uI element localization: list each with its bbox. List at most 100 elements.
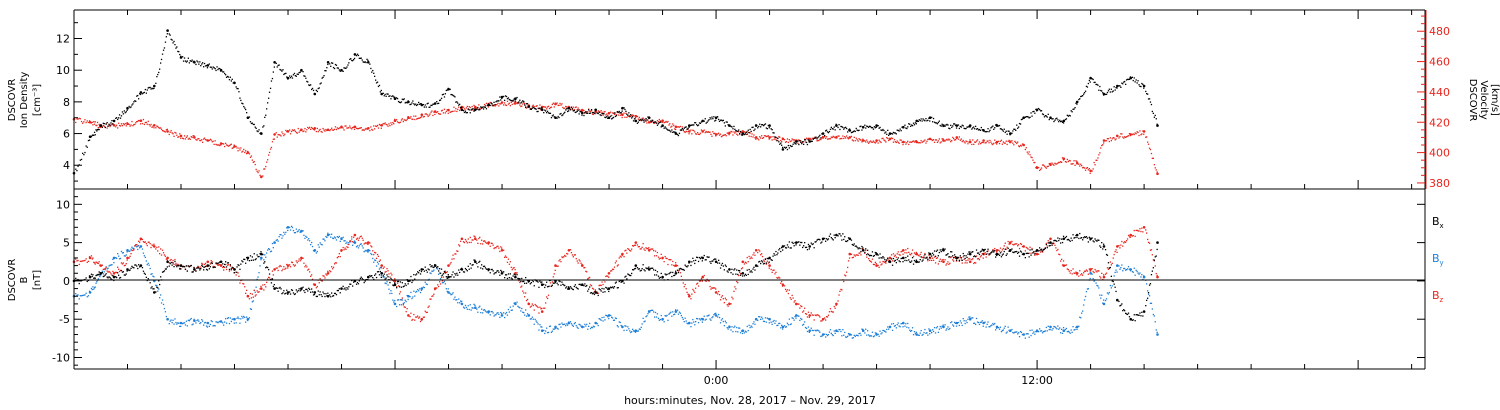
data-point — [174, 318, 176, 320]
data-point — [747, 129, 749, 131]
data-point — [1020, 243, 1023, 245]
data-point — [90, 136, 93, 138]
data-point — [150, 273, 152, 275]
data-point — [892, 141, 895, 143]
data-point — [493, 104, 495, 106]
data-point — [257, 130, 259, 133]
data-point — [363, 243, 365, 245]
data-point — [243, 258, 245, 260]
data-point — [911, 125, 914, 127]
data-point — [291, 129, 294, 131]
data-point — [337, 67, 339, 69]
data-point — [547, 294, 550, 296]
data-point — [433, 103, 435, 105]
data-point — [478, 237, 480, 240]
data-point — [627, 248, 629, 250]
data-point — [592, 111, 595, 114]
data-point — [162, 49, 165, 51]
density-axis-label-line-2: Ion Density — [19, 72, 30, 129]
data-point — [179, 53, 181, 56]
data-point — [169, 34, 171, 36]
data-point — [171, 322, 173, 324]
data-point — [94, 121, 96, 123]
data-point — [920, 118, 922, 120]
data-point — [646, 122, 648, 124]
data-point — [151, 87, 153, 89]
data-point — [1098, 287, 1100, 289]
data-point — [1087, 82, 1089, 85]
data-point — [511, 269, 513, 271]
data-point — [851, 131, 853, 133]
data-point — [497, 102, 499, 104]
data-point — [936, 141, 939, 143]
data-point — [233, 272, 235, 274]
data-point — [847, 335, 849, 337]
data-point — [924, 139, 926, 141]
data-point — [530, 108, 532, 110]
data-point — [493, 247, 495, 250]
data-point — [1032, 159, 1034, 161]
data-point — [656, 313, 659, 315]
data-point — [392, 284, 394, 286]
data-point — [201, 262, 203, 264]
data-point — [440, 276, 443, 278]
data-point — [225, 263, 227, 266]
data-point — [76, 260, 78, 262]
data-point — [919, 253, 921, 256]
data-point — [160, 276, 162, 278]
data-point — [356, 281, 359, 284]
data-point — [935, 139, 938, 141]
data-point — [186, 325, 188, 327]
data-point — [406, 118, 408, 121]
data-point — [651, 309, 653, 311]
data-point — [1092, 278, 1094, 280]
data-point — [543, 106, 545, 108]
data-point — [382, 92, 384, 94]
data-point — [451, 94, 453, 96]
data-point — [902, 321, 905, 325]
data-point — [119, 276, 122, 279]
data-point — [732, 134, 734, 136]
data-point — [349, 58, 351, 60]
data-point — [321, 280, 323, 282]
data-point — [311, 126, 313, 129]
data-point — [299, 260, 301, 262]
data-point — [471, 307, 473, 309]
data-point — [532, 304, 534, 307]
data-point — [636, 244, 639, 246]
data-point — [422, 286, 424, 288]
data-point — [709, 318, 711, 320]
data-point — [95, 274, 97, 277]
data-point — [944, 140, 946, 142]
data-point — [179, 133, 181, 135]
data-point — [804, 139, 807, 141]
data-point — [544, 307, 546, 309]
data-point — [80, 295, 83, 297]
data-point — [218, 144, 220, 146]
data-point — [96, 261, 98, 264]
data-point — [730, 329, 732, 331]
data-point — [510, 309, 512, 311]
data-point — [353, 57, 356, 60]
data-point — [551, 103, 553, 106]
data-point — [1109, 284, 1111, 287]
data-point — [620, 112, 622, 114]
data-point — [401, 299, 403, 301]
data-point — [594, 289, 596, 291]
data-point — [727, 124, 729, 126]
data-point — [532, 104, 534, 106]
data-point — [280, 69, 282, 71]
data-point — [1149, 101, 1152, 103]
data-point — [590, 326, 593, 328]
data-point — [1051, 162, 1053, 164]
data-point — [1101, 90, 1103, 92]
data-point — [353, 241, 357, 244]
data-point — [478, 104, 480, 106]
data-point — [667, 129, 669, 131]
data-point — [1096, 83, 1098, 86]
data-point — [611, 317, 614, 319]
data-point — [553, 116, 555, 118]
data-point — [339, 292, 341, 294]
data-point — [572, 325, 574, 327]
data-point — [459, 302, 461, 304]
